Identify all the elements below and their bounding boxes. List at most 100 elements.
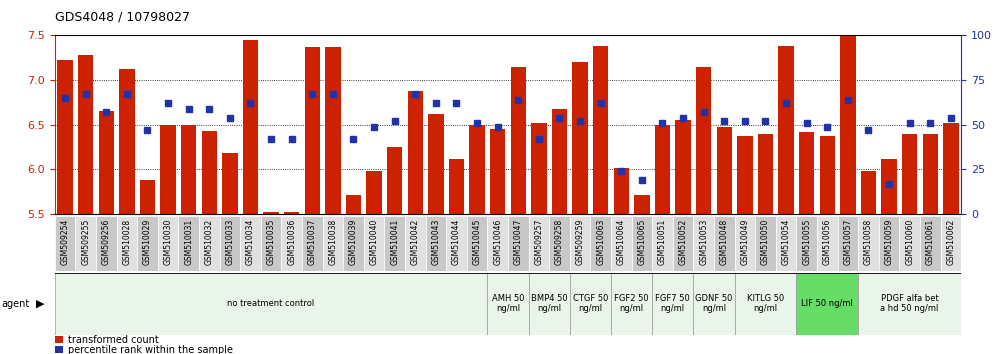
Bar <box>302 216 323 271</box>
Bar <box>405 216 425 271</box>
Bar <box>614 168 629 214</box>
Text: GSM510032: GSM510032 <box>205 219 214 265</box>
Bar <box>490 129 505 214</box>
Text: GDS4048 / 10798027: GDS4048 / 10798027 <box>55 11 190 24</box>
Text: FGF7 50
ng/ml: FGF7 50 ng/ml <box>655 294 690 313</box>
Bar <box>735 216 755 271</box>
Bar <box>76 216 96 271</box>
Bar <box>693 273 735 335</box>
Bar <box>367 171 381 214</box>
Bar <box>920 216 940 271</box>
Text: GSM510059: GSM510059 <box>884 219 893 265</box>
Bar <box>487 273 529 335</box>
Bar <box>346 194 362 214</box>
Bar <box>243 40 258 214</box>
Bar <box>797 273 859 335</box>
Bar <box>611 216 631 271</box>
Bar <box>157 216 178 271</box>
Bar <box>160 125 176 214</box>
Bar <box>899 216 920 271</box>
Bar <box>58 61 73 214</box>
Bar <box>735 273 797 335</box>
Bar <box>778 46 794 214</box>
Bar <box>817 216 838 271</box>
Bar <box>201 131 217 214</box>
Text: KITLG 50
ng/ml: KITLG 50 ng/ml <box>747 294 784 313</box>
Text: GSM510049: GSM510049 <box>740 219 749 265</box>
Bar <box>922 134 938 214</box>
Text: GSM510048: GSM510048 <box>720 219 729 265</box>
Text: AMH 50
ng/ml: AMH 50 ng/ml <box>492 294 524 313</box>
Bar <box>263 212 279 214</box>
Bar <box>511 67 526 214</box>
Bar <box>137 216 157 271</box>
Text: GSM510028: GSM510028 <box>123 219 131 265</box>
Bar <box>570 216 591 271</box>
Text: GSM510041: GSM510041 <box>390 219 399 265</box>
Text: transformed count: transformed count <box>68 335 158 345</box>
Text: GSM510051: GSM510051 <box>658 219 667 265</box>
Text: GSM510056: GSM510056 <box>823 219 832 265</box>
Bar <box>467 216 487 271</box>
Bar <box>508 216 529 271</box>
Bar <box>529 273 570 335</box>
Bar <box>364 216 384 271</box>
Bar <box>902 134 917 214</box>
Bar <box>181 125 196 214</box>
Bar <box>219 216 240 271</box>
Text: GSM510033: GSM510033 <box>225 219 234 265</box>
Text: GSM510031: GSM510031 <box>184 219 193 265</box>
Text: percentile rank within the sample: percentile rank within the sample <box>68 344 233 354</box>
Text: GSM509259: GSM509259 <box>576 219 585 265</box>
Text: PDGF alfa bet
a hd 50 ng/ml: PDGF alfa bet a hd 50 ng/ml <box>880 294 939 313</box>
Bar <box>716 127 732 214</box>
Bar <box>573 62 588 214</box>
Bar <box>799 132 815 214</box>
Text: ▶: ▶ <box>36 298 45 309</box>
Text: GSM510064: GSM510064 <box>617 219 625 265</box>
Bar <box>755 216 776 271</box>
Bar <box>120 69 134 214</box>
Text: GSM509258: GSM509258 <box>555 219 564 265</box>
Bar <box>55 216 76 271</box>
Bar <box>117 216 137 271</box>
Bar <box>469 125 485 214</box>
Text: GSM510054: GSM510054 <box>782 219 791 265</box>
Bar <box>737 136 753 214</box>
Bar <box>55 273 487 335</box>
Bar <box>55 346 64 353</box>
Bar <box>820 136 835 214</box>
Text: GSM510050: GSM510050 <box>761 219 770 265</box>
Bar <box>529 216 549 271</box>
Bar <box>386 147 402 214</box>
Bar <box>859 273 961 335</box>
Bar <box>446 216 467 271</box>
Bar <box>838 216 859 271</box>
Text: GSM510052: GSM510052 <box>678 219 687 265</box>
Text: GSM510060: GSM510060 <box>905 219 914 265</box>
Text: GSM510055: GSM510055 <box>802 219 811 265</box>
Bar <box>840 28 856 214</box>
Text: GSM510043: GSM510043 <box>431 219 440 265</box>
Bar <box>99 112 114 214</box>
Bar <box>570 273 611 335</box>
Text: GSM510045: GSM510045 <box>472 219 481 265</box>
Bar <box>139 180 155 214</box>
Text: GSM510063: GSM510063 <box>597 219 606 265</box>
Text: GSM510062: GSM510062 <box>946 219 955 265</box>
Text: GSM510065: GSM510065 <box>637 219 646 265</box>
Text: GSM510040: GSM510040 <box>370 219 378 265</box>
Text: FGF2 50
ng/ml: FGF2 50 ng/ml <box>615 294 648 313</box>
Bar <box>261 216 282 271</box>
Bar <box>797 216 817 271</box>
Bar <box>881 159 896 214</box>
Bar <box>549 216 570 271</box>
Text: GSM510042: GSM510042 <box>410 219 419 265</box>
Bar <box>407 91 423 214</box>
Bar <box>552 109 567 214</box>
Bar <box>631 216 652 271</box>
Text: GSM510030: GSM510030 <box>163 219 172 265</box>
Text: GSM510034: GSM510034 <box>246 219 255 265</box>
Text: GSM510057: GSM510057 <box>844 219 853 265</box>
Text: GSM510036: GSM510036 <box>287 219 296 265</box>
